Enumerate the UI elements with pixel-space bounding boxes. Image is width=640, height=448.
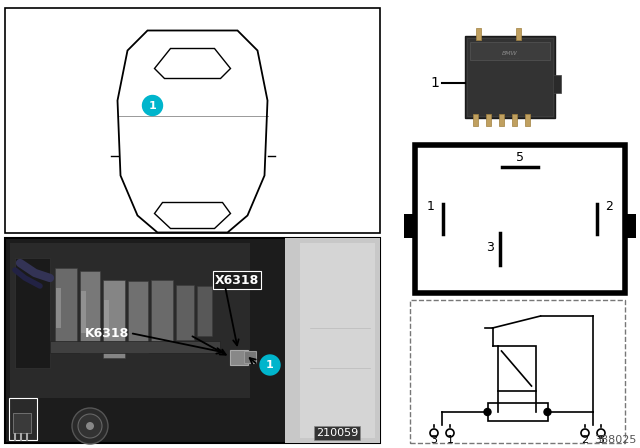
Circle shape	[597, 429, 605, 437]
Bar	[56, 288, 61, 328]
Circle shape	[86, 422, 94, 430]
Text: 1: 1	[427, 199, 435, 212]
Bar	[415, 145, 625, 293]
Bar	[285, 238, 380, 443]
Bar	[244, 351, 256, 363]
Text: 388025: 388025	[595, 435, 637, 445]
Text: K6318: K6318	[85, 327, 129, 340]
Text: 1: 1	[148, 100, 156, 111]
Bar	[488, 403, 547, 421]
Bar	[230, 350, 248, 365]
Bar	[476, 28, 481, 40]
Bar	[5, 238, 380, 443]
Bar	[50, 341, 220, 353]
Bar	[5, 8, 380, 233]
Bar	[465, 36, 555, 118]
Bar	[197, 286, 212, 336]
Bar	[499, 114, 504, 126]
Bar	[13, 413, 31, 433]
Bar	[81, 291, 86, 333]
Circle shape	[484, 409, 491, 415]
Bar	[15, 258, 50, 368]
Text: 5: 5	[598, 435, 605, 445]
Bar	[80, 271, 100, 353]
Circle shape	[581, 429, 589, 437]
Bar	[512, 114, 517, 126]
Bar	[497, 346, 536, 391]
Bar	[623, 215, 636, 238]
Text: 2: 2	[605, 199, 613, 212]
Bar	[404, 215, 417, 238]
Bar	[516, 28, 521, 40]
Text: 3: 3	[431, 435, 438, 445]
Bar	[300, 243, 375, 438]
Text: 3: 3	[486, 241, 494, 254]
Text: 1: 1	[266, 360, 274, 370]
Text: 1: 1	[431, 76, 440, 90]
Text: 1: 1	[447, 435, 454, 445]
Text: 210059: 210059	[316, 428, 358, 438]
Bar	[9, 398, 37, 440]
Bar	[467, 38, 553, 116]
Circle shape	[430, 429, 438, 437]
Bar	[104, 300, 109, 338]
Bar	[176, 285, 194, 340]
Bar	[55, 268, 77, 348]
Text: 5: 5	[516, 151, 524, 164]
Text: 2: 2	[581, 435, 589, 445]
Bar	[553, 75, 561, 93]
Bar	[486, 114, 491, 126]
Bar	[10, 243, 250, 398]
Bar	[473, 114, 478, 126]
Circle shape	[446, 429, 454, 437]
Bar	[151, 280, 173, 348]
Circle shape	[143, 95, 163, 116]
Bar	[410, 300, 625, 443]
Circle shape	[78, 414, 102, 438]
Text: ................: ................	[500, 56, 520, 60]
Circle shape	[72, 408, 108, 444]
Bar	[128, 281, 148, 353]
Text: X6318: X6318	[215, 273, 259, 287]
Bar	[103, 280, 125, 358]
Circle shape	[544, 409, 551, 415]
Bar	[470, 42, 550, 60]
Circle shape	[260, 355, 280, 375]
Text: BMW: BMW	[502, 51, 518, 56]
Bar	[525, 114, 530, 126]
